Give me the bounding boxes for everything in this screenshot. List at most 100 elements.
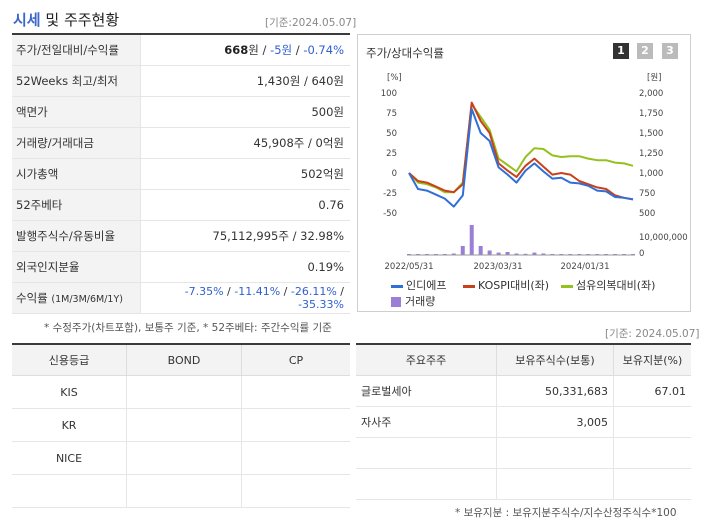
- return-1m: -7.35%: [184, 285, 224, 298]
- legend-label: 거래량: [405, 295, 436, 308]
- quote-value: 502억원: [140, 158, 350, 190]
- title-main: 시세: [13, 11, 41, 29]
- series-line: [408, 108, 634, 208]
- quote-row: 외국인지분율 0.19%: [12, 251, 350, 283]
- return-3m: -11.41%: [234, 285, 281, 298]
- table-row: 글로벌세아 50,331,683 67.01: [356, 375, 691, 407]
- volume-bar: [523, 253, 528, 255]
- credit-agency: NICE: [12, 441, 127, 475]
- series-line: [408, 101, 634, 201]
- volume-zero-tick: 0: [639, 249, 644, 259]
- credit-agency: KR: [12, 408, 127, 442]
- left-tick-label: 75: [386, 109, 397, 119]
- volume-bar: [469, 225, 474, 255]
- volume-bar: [541, 253, 546, 255]
- separator: /: [292, 43, 304, 57]
- separator: /: [258, 43, 271, 57]
- holder-name: [356, 468, 497, 500]
- holder-name: [356, 437, 497, 469]
- legend-swatch: [391, 297, 401, 307]
- legend-label: KOSPI대비(좌): [478, 279, 550, 292]
- quote-value: 45,908주 / 0억원: [140, 127, 350, 159]
- legend-swatch: [391, 284, 403, 288]
- period-button-2[interactable]: 2: [637, 43, 653, 59]
- holders-table: 주요주주 보유주식수(보통) 보유지분(%) 글로벌세아 50,331,683 67…: [356, 345, 691, 500]
- holder-pct: [613, 406, 691, 438]
- quote-footnote: * 수정주가(차트포함), 보통주 기준, * 52주베타: 주간수익률 기준: [44, 322, 332, 334]
- holders-header: 보유지분(%): [613, 345, 691, 376]
- credit-bond: [126, 375, 242, 409]
- chart-panel: [357, 34, 691, 312]
- right-tick-label: 500: [639, 209, 655, 219]
- title-rest: 및 주주현황: [40, 11, 120, 29]
- volume-bar: [532, 252, 537, 255]
- left-ticks: 100 75 50 25 0 -25 -50: [381, 89, 397, 219]
- holders-header-row: 주요주주 보유주식수(보통) 보유지분(%): [356, 345, 691, 376]
- credit-bond: [126, 474, 242, 508]
- legend-swatch: [561, 284, 573, 288]
- holders-header: 보유주식수(보통): [496, 345, 614, 376]
- credit-cp: [241, 408, 350, 442]
- table-row: 자사주 3,005: [356, 406, 691, 438]
- volume-bars: [407, 225, 635, 255]
- right-tick-label: 1,500: [639, 129, 663, 139]
- quote-row: 52주베타 0.76: [12, 189, 350, 221]
- quote-value: -7.35% / -11.41% / -26.11% / -35.33%: [140, 282, 350, 314]
- right-axis-unit: [원]: [647, 73, 661, 83]
- chart-base-date: [기준: 2024.05.07]: [605, 328, 700, 340]
- quote-label: 시가총액: [12, 158, 141, 190]
- right-tick-label: 750: [639, 189, 655, 199]
- credit-cp: [241, 375, 350, 409]
- legend-item-indief: 인디에프: [391, 277, 446, 293]
- quote-table: 주가/전일대비/수익률 668원 / -5원 / -0.74% 52Weeks …: [12, 35, 350, 314]
- credit-top-rule: [12, 343, 350, 345]
- quote-row: 발행주식수/유동비율 75,112,995주 / 32.98%: [12, 220, 350, 252]
- period-button-3[interactable]: 3: [662, 43, 678, 59]
- price-rate: -0.74%: [303, 43, 344, 57]
- quote-label: 52주베타: [12, 189, 141, 221]
- right-tick-label: 1,000: [639, 169, 663, 179]
- table-row: [356, 468, 691, 500]
- separator: /: [223, 285, 235, 298]
- volume-tick: 10,000,000: [639, 233, 688, 243]
- return-1y: -35.33%: [298, 298, 344, 311]
- quote-row: 시가총액 502억원: [12, 158, 350, 190]
- credit-agency: KIS: [12, 375, 127, 409]
- holder-pct: [613, 468, 691, 500]
- chart-title: 주가/상대수익률: [366, 46, 444, 60]
- price-unit: 원: [248, 43, 259, 57]
- x-tick-label: 2023/03/31: [474, 262, 523, 272]
- quote-row: 52Weeks 최고/최저 1,430원 / 640원: [12, 65, 350, 97]
- credit-agency: [12, 474, 127, 508]
- right-tick-label: 1,750: [639, 109, 663, 119]
- holders-header: 주요주주: [356, 345, 497, 376]
- return-label-small: (1M/3M/6M/1Y): [51, 294, 123, 305]
- table-row: [356, 437, 691, 469]
- table-row: KR: [12, 408, 350, 442]
- left-tick-label: -25: [383, 189, 397, 199]
- holder-pct: 67.01: [613, 375, 691, 407]
- quote-value: 1,430원 / 640원: [140, 65, 350, 97]
- credit-header: 신용등급: [12, 345, 127, 376]
- quote-row: 거래량/거래대금 45,908주 / 0억원: [12, 127, 350, 159]
- credit-bond: [126, 408, 242, 442]
- left-tick-label: -50: [383, 209, 397, 219]
- price-value: 668: [224, 43, 249, 57]
- credit-bond: [126, 441, 242, 475]
- x-tick-label: 2022/05/31: [385, 262, 434, 272]
- period-button-1[interactable]: 1: [613, 43, 629, 59]
- return-label: 수익률: [16, 291, 48, 305]
- legend-swatch: [463, 284, 475, 288]
- page-title: 시세 및 주주현황: [13, 9, 119, 30]
- holder-shares: [496, 468, 614, 500]
- legend-item-textile: 섬유의복대비(좌): [561, 277, 655, 293]
- separator: /: [336, 285, 344, 298]
- left-tick-label: 25: [386, 149, 397, 159]
- table-row: KIS: [12, 375, 350, 409]
- credit-header: CP: [241, 345, 350, 376]
- holder-name: 글로벌세아: [356, 375, 497, 407]
- chart-svg: [%] [원] 100 75 50 25 0 -25 -50 2,000 1,750 1,500…: [381, 73, 688, 272]
- left-tick-label: 0: [392, 169, 397, 179]
- separator: /: [280, 285, 291, 298]
- price-change: -5원: [270, 43, 293, 57]
